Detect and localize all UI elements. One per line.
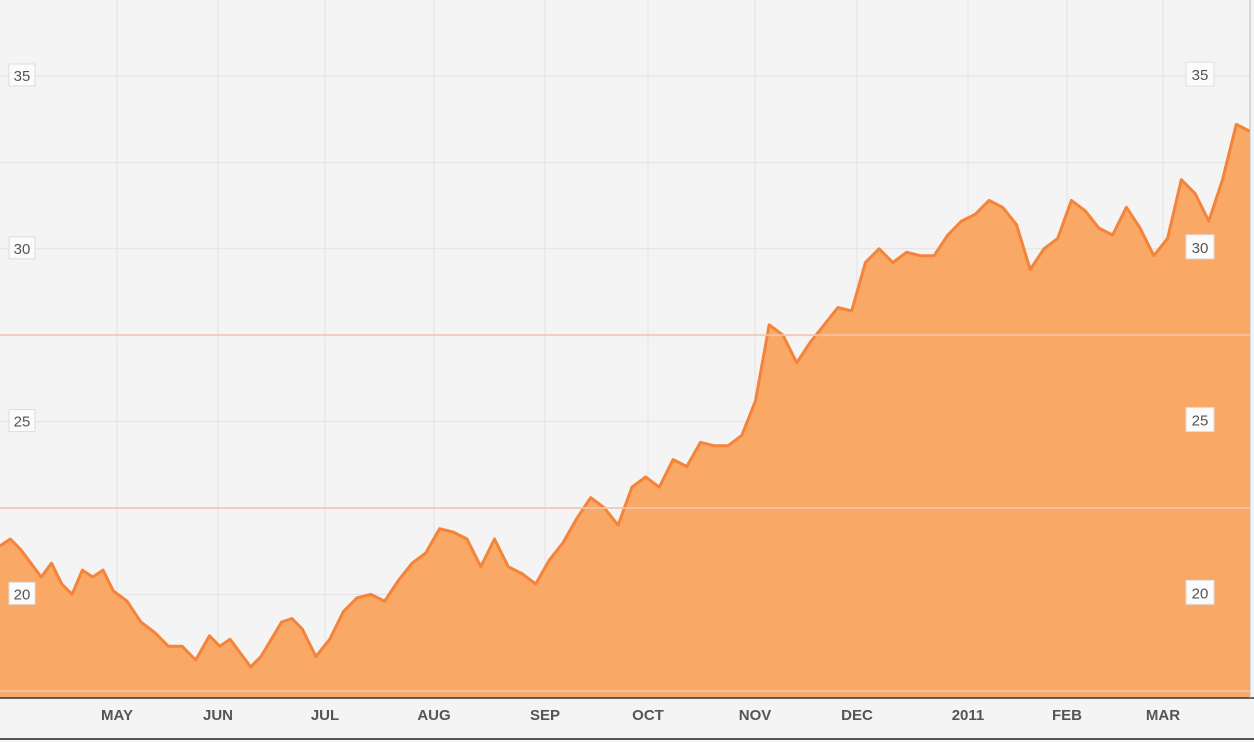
x-tick-label: SEP <box>530 707 560 724</box>
y-tick-label-left: 35 <box>14 68 31 85</box>
x-tick-label: MAY <box>101 707 133 724</box>
y-tick-label-box <box>1185 61 1215 87</box>
x-axis: MAY JUN JUL AUG SEP OCT NOV DEC 2011 FEB MAR <box>101 707 1180 724</box>
y-tick-label-box <box>1185 234 1215 260</box>
y-tick-label-right: 20 <box>1192 585 1209 602</box>
y-tick-label-box <box>8 409 36 433</box>
y-tick-label-box <box>8 236 36 260</box>
y-tick-label-left: 20 <box>14 586 31 603</box>
x-tick-label: 2011 <box>952 707 985 724</box>
y-tick-label-box <box>8 63 36 87</box>
y-tick-label-box <box>1185 579 1215 605</box>
x-tick-label: NOV <box>739 707 772 724</box>
price-area-fill <box>0 124 1250 698</box>
y-tick-label-right: 25 <box>1192 413 1209 430</box>
x-tick-label: MAR <box>1146 707 1180 724</box>
x-tick-label: JUL <box>311 707 339 724</box>
y-axis-right: 20 25 30 35 <box>1185 61 1215 605</box>
y-tick-label-left: 30 <box>14 241 31 258</box>
x-tick-label: JUN <box>203 707 233 724</box>
x-tick-label: DEC <box>841 707 873 724</box>
y-tick-label-box <box>8 581 36 605</box>
x-tick-label: AUG <box>417 707 450 724</box>
area-layer <box>0 122 1251 698</box>
grid-overlay <box>0 334 1250 693</box>
y-axis-left: 20 25 30 35 <box>8 63 36 605</box>
x-tick-label: FEB <box>1052 707 1082 724</box>
y-tick-label-box <box>1185 407 1215 433</box>
x-tick-label: OCT <box>632 707 664 724</box>
y-tick-label-right: 30 <box>1192 240 1209 257</box>
price-line <box>0 122 1251 669</box>
y-tick-label-right: 35 <box>1192 67 1209 84</box>
y-tick-label-left: 25 <box>14 414 31 431</box>
